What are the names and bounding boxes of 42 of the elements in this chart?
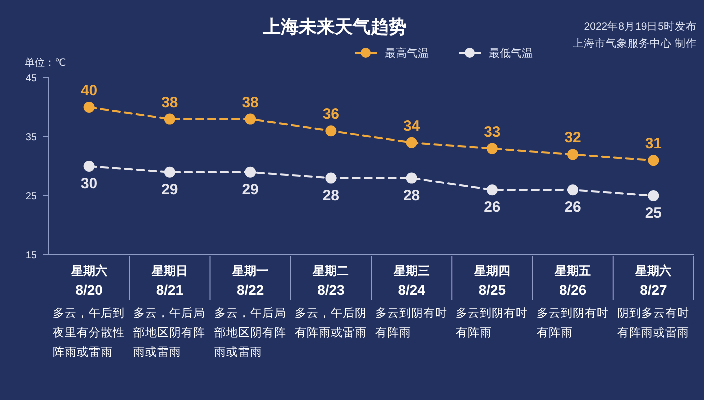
- data-label: 28: [322, 187, 340, 204]
- annotation: 多云到阴有时有阵雨: [376, 308, 448, 340]
- x-tick-label: 星期一 8/22: [232, 264, 269, 298]
- annotation: 上海市气象服务中心 制作: [573, 38, 697, 50]
- data-label: 36: [322, 106, 340, 124]
- x-tick-label: 星期二 8/23: [313, 264, 350, 298]
- data-label: 26: [484, 199, 501, 216]
- legend-label: 最高气温: [385, 47, 429, 60]
- x-tick-label: 星期日 8/21: [152, 264, 188, 298]
- data-label: 28: [403, 187, 420, 204]
- ylabel: 单位：℃: [25, 58, 66, 69]
- y-tick-label: 45: [26, 74, 38, 84]
- title: 上海未来天气趋势: [263, 17, 407, 37]
- x-tick-label: 星期三 8/24: [394, 264, 430, 298]
- data-label: 29: [242, 181, 259, 198]
- data-label: 34: [403, 118, 420, 135]
- y-tick-label: 35: [26, 132, 38, 144]
- x-tick-label: 星期六 8/27: [636, 264, 672, 298]
- annotation: 多云，午后阴有阵雨或雷雨: [294, 308, 367, 340]
- data-label: 33: [484, 124, 501, 141]
- annotation: 多云到阴有时有阵雨: [536, 308, 609, 340]
- legend-label: 最低气温: [489, 48, 533, 60]
- data-label: 30: [80, 176, 98, 192]
- data-label: 31: [645, 136, 662, 153]
- data-label: 29: [162, 181, 178, 198]
- annotation: 多云，午后到夜里有分散性阵雨或雷雨: [53, 308, 125, 359]
- data-label: 40: [80, 82, 98, 100]
- data-label: 38: [162, 94, 178, 112]
- y-tick-label: 25: [26, 192, 38, 202]
- annotation: 阴到多云有时有阵雨或雷雨: [617, 308, 690, 340]
- x-tick-label: 星期六 8/20: [71, 264, 108, 298]
- data-label: 25: [645, 205, 662, 222]
- data-label: 32: [564, 130, 582, 147]
- x-tick-label: 星期四 8/25: [474, 264, 510, 298]
- data-label: 38: [242, 94, 259, 112]
- y-tick-label: 15: [26, 250, 38, 262]
- data-label: 26: [564, 199, 582, 216]
- annotation: 多云到阴有时有阵雨: [456, 308, 528, 340]
- annotation: 2022年8月19日5时发布: [584, 21, 697, 33]
- annotation: 多云，午后局部地区阴有阵雨或雷雨: [214, 308, 286, 359]
- x-tick-label: 星期五 8/26: [555, 264, 592, 298]
- annotation: 多云，午后局部地区阴有阵雨或雷雨: [134, 308, 206, 359]
